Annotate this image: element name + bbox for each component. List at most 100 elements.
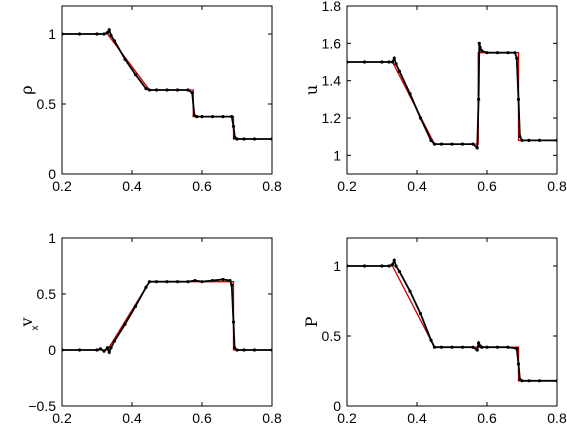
chart-0-y-tick-label: 0 xyxy=(48,166,56,182)
chart-0-numerical-point xyxy=(62,32,64,36)
chart-1-x-tick-label: 0.6 xyxy=(477,178,497,194)
chart-1-x-tick-label: 0.4 xyxy=(407,178,427,194)
chart-0-x-tick-label: 0.2 xyxy=(52,178,72,194)
chart-0-numerical-point xyxy=(105,30,110,35)
chart-1-numerical-point xyxy=(392,56,396,60)
chart-3-x-tick-label: 0.6 xyxy=(477,410,497,425)
chart-0-numerical-point xyxy=(154,88,159,92)
chart-2-numerical-point xyxy=(165,280,169,284)
chart-3-numerical-point xyxy=(347,264,349,268)
chart-3-numerical-point xyxy=(527,379,531,383)
chart-3-numerical-point xyxy=(555,379,557,383)
chart-0-numerical-point xyxy=(235,137,239,141)
chart-1-y-tick-label: 1.4 xyxy=(322,73,342,89)
chart-3-numerical-point xyxy=(432,345,437,349)
chart-2-numerical-point xyxy=(221,277,225,282)
chart-2-y-tick-label: 0.5 xyxy=(37,286,57,302)
chart-1-x-tick-label: 0.8 xyxy=(547,178,567,194)
chart-1-numerical-point xyxy=(527,138,531,142)
chart-1-numerical-point xyxy=(480,49,484,53)
chart-3-numerical-point xyxy=(380,264,384,268)
chart-2-numerical-point xyxy=(147,280,152,284)
chart-0-numerical-point xyxy=(147,88,152,92)
chart-0-numerical-point xyxy=(112,39,117,43)
panel-pressure: 0.2 0.4 0.6 0.8 0 0.5 1 P xyxy=(302,237,567,425)
chart-2-numerical-point xyxy=(105,346,110,350)
chart-1-numerical-point xyxy=(418,116,423,120)
chart-3-numerical-point xyxy=(471,345,475,349)
chart-1-numerical-point xyxy=(380,60,384,64)
chart-1-numerical-point xyxy=(485,51,489,55)
chart-2-plot-area xyxy=(62,277,272,355)
chart-0-numerical-point xyxy=(107,28,111,32)
chart-2-y-tick-label: −0.5 xyxy=(28,398,56,414)
chart-2-plot-frame xyxy=(61,237,273,407)
chart-1-numerical-point xyxy=(460,142,465,146)
chart-0-numerical-point xyxy=(144,87,148,91)
chart-3-x-tick-label: 0.4 xyxy=(407,410,427,425)
chart-2-numerical-point xyxy=(235,348,239,352)
chart-0-numerical-point xyxy=(186,88,190,92)
chart-2-x-tick-label: 0.4 xyxy=(122,410,142,425)
chart-1-numerical-point xyxy=(432,142,437,146)
chart-1-numerical-point xyxy=(478,45,482,49)
chart-0-x-tick-label: 0.8 xyxy=(262,178,282,194)
chart-1-numerical-point xyxy=(397,69,402,73)
chart-2-numerical-point xyxy=(231,320,236,324)
chart-2-numerical-point xyxy=(62,348,64,352)
chart-3-numerical-point xyxy=(408,289,412,293)
chart-0-numerical-point xyxy=(210,115,215,119)
chart-2-numerical-point xyxy=(102,349,106,353)
chart-0-numerical-point xyxy=(231,124,236,128)
chart-1-numerical-point xyxy=(347,60,349,64)
chart-0-numerical-point xyxy=(165,88,169,92)
chart-0-numerical-point xyxy=(221,115,225,119)
chart-1-numerical-point xyxy=(362,60,367,64)
chart-3-x-tick-label: 0.2 xyxy=(337,410,357,425)
chart-1-y-tick-label: 1.8 xyxy=(322,0,342,14)
chart-2-numerical-point xyxy=(200,280,204,284)
chart-0-numerical-point xyxy=(133,73,138,77)
chart-0-numerical-point xyxy=(242,137,246,141)
chart-0-numerical-point xyxy=(77,32,82,36)
chart-2-x-tick-label: 0.6 xyxy=(192,410,212,425)
chart-2-x-tick-label: 0.8 xyxy=(262,410,282,425)
chart-0-numerical-point xyxy=(252,137,257,141)
panel-velocity-vx: 0.2 0.4 0.6 0.8 −0.5 0 0.5 1 vx xyxy=(17,230,282,425)
chart-3-numerical-point xyxy=(475,348,479,352)
chart-0-numerical-point xyxy=(109,33,113,38)
chart-3-numerical-point xyxy=(362,264,367,268)
chart-0-numerical-point xyxy=(95,32,99,36)
chart-2-y-axis-label-subscript: x xyxy=(30,326,41,331)
chart-1-numerical-point xyxy=(387,60,391,64)
chart-1-numerical-point xyxy=(429,138,433,142)
chart-3-numerical-point xyxy=(450,345,454,349)
chart-2-numerical-point xyxy=(230,283,234,287)
chart-3-numerical-point xyxy=(418,312,423,316)
chart-1-numerical-point xyxy=(477,97,481,101)
chart-0-x-tick-label: 0.4 xyxy=(122,178,142,194)
chart-2-numerical-point xyxy=(112,339,117,343)
chart-3-y-tick-label: 1 xyxy=(333,258,341,274)
chart-1-numerical-point xyxy=(495,51,500,55)
panel-velocity-u: 0.2 0.4 0.6 0.8 1 1.2 1.4 1.6 1.8 u xyxy=(302,0,567,194)
chart-3-numerical-point xyxy=(390,263,395,267)
chart-1-plot-area xyxy=(347,41,557,150)
chart-2-numerical-point xyxy=(107,350,111,354)
chart-1-numerical-point xyxy=(518,135,522,139)
chart-1-y-tick-label: 1.6 xyxy=(322,35,342,51)
chart-2-numerical-point xyxy=(175,280,180,284)
chart-0-numerical-point xyxy=(230,115,234,119)
chart-3-numerical-point xyxy=(506,345,510,349)
chart-1-y-tick-label: 1.2 xyxy=(322,110,342,126)
chart-2-numerical-point xyxy=(133,304,138,308)
chart-3-plot-area xyxy=(347,257,557,383)
chart-0-numerical-point xyxy=(192,113,196,117)
chart-0-numerical-point xyxy=(190,91,194,95)
chart-2-numerical-point xyxy=(77,348,82,352)
chart-1-numerical-point xyxy=(439,142,444,146)
chart-1-y-tick-label: 1 xyxy=(333,147,341,163)
chart-3-numerical-point xyxy=(516,362,521,366)
chart-2-numerical-point xyxy=(270,348,272,352)
